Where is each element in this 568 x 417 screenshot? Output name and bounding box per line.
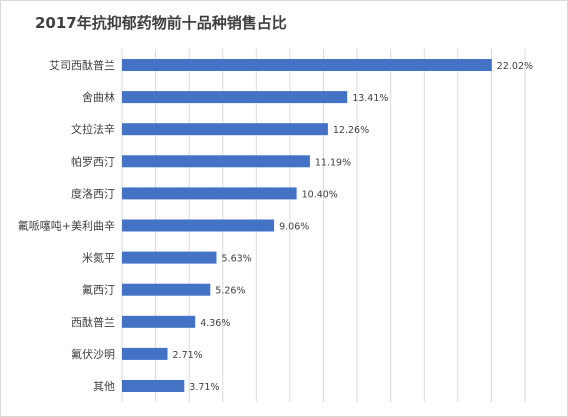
bar — [122, 91, 348, 104]
bar — [122, 347, 168, 360]
value-label: 12.26% — [333, 125, 369, 136]
bar — [122, 123, 328, 136]
category-label: 其他 — [93, 380, 115, 393]
category-label: 米氮平 — [82, 251, 115, 265]
value-labels: 22.02% 13.41% 12.26% 11.19% 10.40% 9.06% 5.63%… — [173, 61, 534, 393]
value-label: 2.71% — [173, 350, 203, 361]
bar — [122, 187, 297, 200]
value-label: 3.71% — [189, 382, 219, 393]
bar — [122, 155, 310, 168]
value-label: 9.06% — [279, 222, 309, 233]
chart-title: 2017年抗抑郁药物前十品种销售占比 — [35, 14, 287, 32]
category-label: 舍曲林 — [82, 90, 115, 104]
value-label: 4.36% — [200, 318, 230, 329]
bar — [122, 219, 275, 232]
bar — [122, 251, 217, 264]
bar — [122, 380, 185, 392]
category-label: 西酞普兰 — [71, 315, 115, 329]
value-label: 13.41% — [352, 93, 388, 104]
category-label: 艾司西酞普兰 — [49, 58, 115, 72]
value-label: 10.40% — [302, 189, 338, 200]
category-label: 氟伏沙明 — [71, 347, 115, 361]
value-label: 5.26% — [215, 286, 245, 297]
category-label: 氟哌噻吨+美利曲辛 — [18, 219, 115, 233]
value-label: 5.63% — [222, 254, 252, 265]
category-label: 氟西汀 — [82, 284, 115, 297]
bar — [122, 283, 211, 296]
bars — [122, 59, 492, 392]
category-label: 文拉法辛 — [71, 122, 115, 136]
value-label: 11.19% — [315, 157, 351, 168]
bar — [122, 315, 196, 328]
bar — [122, 59, 492, 71]
category-label: 度洛西汀 — [71, 186, 115, 200]
value-label: 22.02% — [497, 61, 533, 72]
category-labels: 艾司西酞普兰舍曲林文拉法辛帕罗西汀度洛西汀氟哌噻吨+美利曲辛米氮平氟西汀西酞普兰… — [18, 58, 115, 393]
category-label: 帕罗西汀 — [71, 154, 115, 168]
